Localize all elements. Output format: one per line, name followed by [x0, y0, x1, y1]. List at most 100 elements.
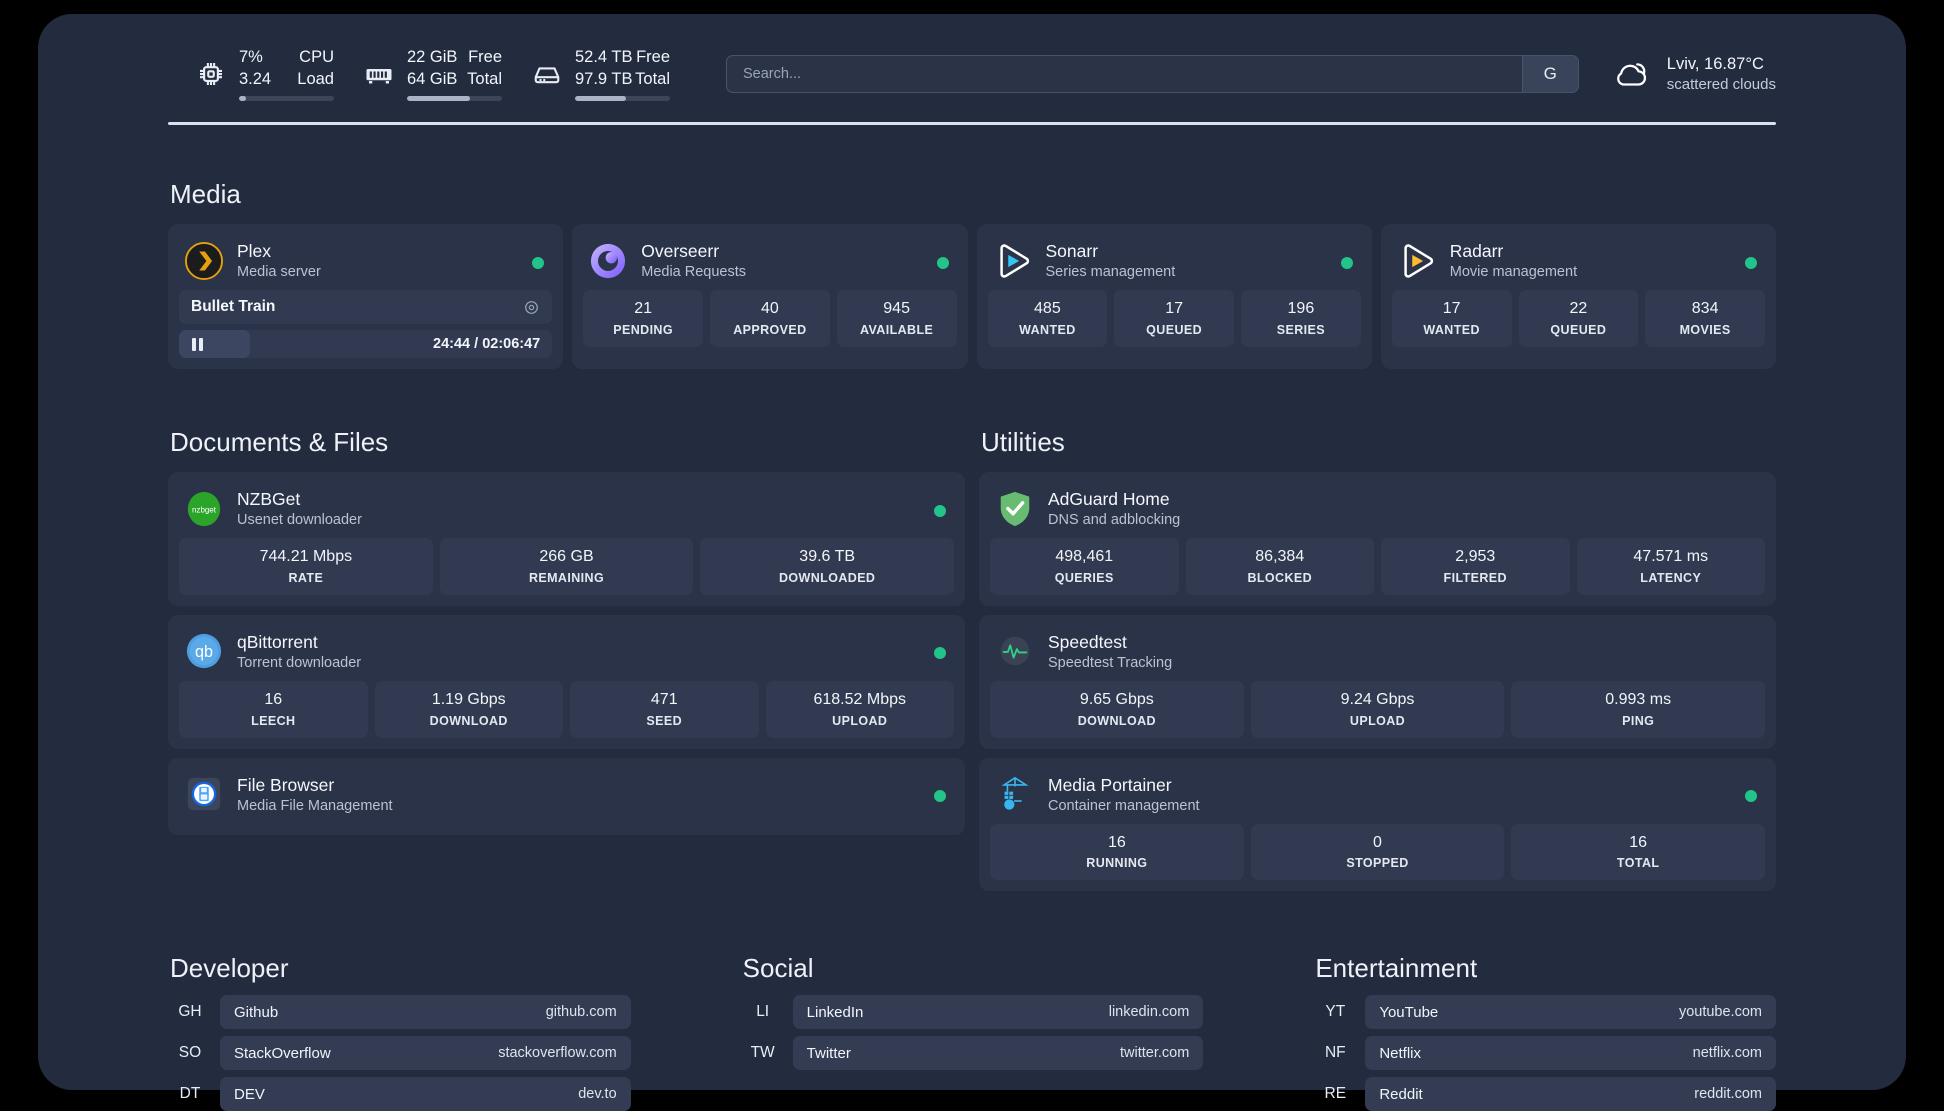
stat-label: QUEUED	[1550, 322, 1607, 337]
stat-row: 9.65 Gbps DOWNLOAD 9.24 Gbps UPLOAD 0.99…	[990, 680, 1766, 738]
service-description: Movie management	[1449, 264, 1578, 280]
stat-upload[interactable]: 9.24 Gbps UPLOAD	[1250, 680, 1505, 738]
search-bar[interactable]: G	[726, 55, 1579, 93]
service-card-radarr[interactable]: Radarr Movie management 17 WANTED 22 QUE…	[1380, 224, 1776, 369]
stat-value: 0	[1373, 833, 1382, 851]
bookmark-item[interactable]: NF Netflix netflix.com	[1313, 1036, 1776, 1071]
stat-label: UPLOAD	[1349, 713, 1406, 728]
bookmark-abbreviation: NF	[1324, 1044, 1346, 1062]
bookmark-name: Twitter	[806, 1044, 851, 1062]
bookmark-item[interactable]: YT YouTube youtube.com	[1313, 995, 1776, 1030]
bookmark-group-title: Social	[742, 953, 814, 984]
bookmark-link[interactable]: YouTube youtube.com	[1365, 995, 1776, 1030]
search-engine-button[interactable]: G	[1521, 56, 1578, 92]
service-card-overseerr[interactable]: Overseerr Media Requests 21 PENDING 40 A…	[572, 224, 968, 369]
stat-series[interactable]: 196 SERIES	[1241, 290, 1361, 347]
bookmark-name: Github	[234, 1003, 279, 1021]
resource-usage-bar	[239, 96, 334, 102]
stat-label: QUERIES	[1054, 570, 1114, 585]
stat-queries[interactable]: 498,461 QUERIES	[990, 538, 1179, 595]
resource-usage-bar	[575, 96, 670, 102]
stat-value: 834	[1691, 300, 1719, 317]
now-playing-title-bar[interactable]: Bullet Train	[179, 290, 553, 324]
stat-label: TOTAL	[1616, 856, 1660, 871]
stat-filtered[interactable]: 2,953 FILTERED	[1381, 538, 1570, 595]
bookmark-link[interactable]: Github github.com	[220, 995, 631, 1030]
resource-stats: 7% 3.24 CPU Load 22 GiB 64 GiB Free	[196, 47, 700, 102]
bookmark-item[interactable]: DT DEV dev.to	[168, 1077, 631, 1111]
stat-wanted[interactable]: 17 WANTED	[1391, 290, 1512, 347]
stat-stopped[interactable]: 0 STOPPED	[1250, 823, 1505, 881]
bookmark-link[interactable]: Netflix netflix.com	[1365, 1036, 1776, 1071]
resource-block: 52.4 TB 97.9 TB Free Total	[575, 47, 670, 102]
playback-progress-bar[interactable]: 24:44 / 02:06:47	[179, 330, 553, 358]
service-card-plex[interactable]: Plex Media server Bullet Train 24:44 / 0…	[168, 224, 564, 369]
service-card-adguard-home[interactable]: AdGuard Home DNS and adblocking 498,461 …	[979, 472, 1776, 606]
service-card-qbittorrent[interactable]: qb qBittorrent Torrent downloader 16 LEE…	[168, 614, 965, 749]
stat-approved[interactable]: 40 APPROVED	[710, 290, 830, 347]
bookmark-group-entertainment: Entertainment YT YouTube youtube.com NF …	[1313, 953, 1776, 1111]
stat-remaining[interactable]: 266 GB REMAINING	[439, 538, 694, 595]
stat-latency[interactable]: 47.571 ms LATENCY	[1576, 538, 1765, 595]
utilities-cards: AdGuard Home DNS and adblocking 498,461 …	[979, 472, 1776, 892]
bookmark-url: twitter.com	[1120, 1045, 1190, 1062]
stat-value: 1.19 Gbps	[431, 690, 506, 708]
pause-icon[interactable]	[192, 337, 203, 351]
stat-label: FILTERED	[1443, 570, 1507, 585]
bookmark-item[interactable]: GH Github github.com	[168, 995, 631, 1030]
stat-seed[interactable]: 471 SEED	[570, 680, 759, 738]
stat-total[interactable]: 16 TOTAL	[1511, 823, 1766, 881]
stat-queued[interactable]: 22 QUEUED	[1518, 290, 1639, 347]
bookmark-link[interactable]: StackOverflow stackoverflow.com	[220, 1036, 631, 1071]
service-card-sonarr[interactable]: Sonarr Series management 485 WANTED 17 Q…	[976, 224, 1372, 369]
stat-leech[interactable]: 16 LEECH	[179, 680, 368, 738]
service-card-speedtest[interactable]: Speedtest Speedtest Tracking 9.65 Gbps D…	[979, 614, 1776, 749]
bookmark-link[interactable]: Twitter twitter.com	[792, 1036, 1204, 1071]
stat-queued[interactable]: 17 QUEUED	[1114, 290, 1234, 347]
cloud-icon	[1611, 53, 1653, 95]
service-name: Media Portainer	[1048, 774, 1172, 795]
resource-memory: 22 GiB 64 GiB Free Total	[364, 47, 502, 102]
bookmark-item[interactable]: TW Twitter twitter.com	[741, 1036, 1204, 1071]
stat-label: WANTED	[1019, 322, 1076, 337]
search-container: G	[726, 55, 1579, 93]
stat-movies[interactable]: 834 MOVIES	[1645, 290, 1765, 347]
stat-upload[interactable]: 618.52 Mbps UPLOAD	[765, 680, 954, 738]
bookmark-abbreviation: RE	[1324, 1085, 1347, 1103]
bookmark-link[interactable]: DEV dev.to	[220, 1077, 631, 1111]
stat-label: APPROVED	[733, 322, 807, 337]
bookmark-link[interactable]: Reddit reddit.com	[1365, 1077, 1776, 1111]
stat-running[interactable]: 16 RUNNING	[990, 823, 1244, 881]
resource-label-secondary: Total	[467, 69, 502, 88]
stat-download[interactable]: 1.19 Gbps DOWNLOAD	[374, 680, 563, 738]
bookmark-item[interactable]: SO StackOverflow stackoverflow.com	[168, 1036, 631, 1071]
status-indicator	[1745, 790, 1757, 803]
resource-label-primary: Free	[636, 47, 670, 66]
bookmark-name: StackOverflow	[234, 1044, 331, 1062]
status-indicator	[532, 256, 545, 269]
bookmark-item[interactable]: RE Reddit reddit.com	[1313, 1077, 1776, 1111]
bookmark-item[interactable]: LI LinkedIn linkedin.com	[741, 995, 1204, 1030]
bookmark-url: reddit.com	[1694, 1086, 1762, 1103]
bookmark-abbreviation: YT	[1325, 1003, 1346, 1021]
stat-wanted[interactable]: 485 WANTED	[987, 290, 1108, 347]
service-description: Torrent downloader	[237, 654, 362, 671]
stat-value: 618.52 Mbps	[813, 690, 906, 708]
service-card-nzbget[interactable]: nzbget NZBGet Usenet downloader 744.21 M…	[168, 472, 965, 606]
stat-ping[interactable]: 0.993 ms PING	[1511, 680, 1766, 738]
stat-pending[interactable]: 21 PENDING	[583, 290, 703, 347]
service-card-media-portainer[interactable]: Media Portainer Container management 16 …	[979, 757, 1776, 892]
stat-download[interactable]: 9.65 Gbps DOWNLOAD	[990, 680, 1244, 738]
stat-downloaded[interactable]: 39.6 TB DOWNLOADED	[700, 538, 955, 595]
stat-available[interactable]: 945 AVAILABLE	[836, 290, 957, 347]
stat-row: 16 LEECH 1.19 Gbps DOWNLOAD 471 SEED 618…	[179, 680, 954, 738]
stat-value: 2,953	[1455, 548, 1496, 565]
stat-blocked[interactable]: 86,384 BLOCKED	[1185, 538, 1374, 595]
stat-value: 17	[1442, 300, 1461, 317]
service-card-file-browser[interactable]: File Browser Media File Management	[168, 757, 965, 835]
bookmark-link[interactable]: LinkedIn linkedin.com	[792, 995, 1204, 1030]
search-input[interactable]	[727, 56, 1522, 92]
stat-value: 16	[264, 690, 283, 708]
stat-rate[interactable]: 744.21 Mbps RATE	[179, 538, 433, 595]
section-title-utilities: Utilities	[981, 427, 1065, 457]
